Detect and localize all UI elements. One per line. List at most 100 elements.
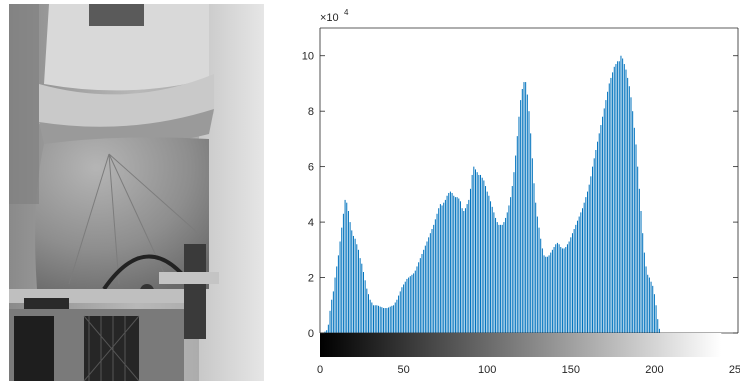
histogram-bar bbox=[342, 213, 344, 333]
histogram-bar bbox=[632, 111, 634, 333]
histogram-bar bbox=[419, 258, 421, 333]
histogram-bar bbox=[421, 253, 423, 333]
histogram-bar bbox=[615, 64, 617, 333]
histogram-bar bbox=[505, 217, 507, 333]
histogram-bar bbox=[551, 249, 553, 333]
histogram-bar bbox=[563, 248, 565, 333]
histogram-bar bbox=[409, 276, 411, 333]
histogram-bar bbox=[488, 195, 490, 333]
histogram-bar bbox=[456, 197, 458, 333]
histogram-bar bbox=[592, 166, 594, 333]
histogram-bar bbox=[511, 186, 513, 333]
grayscale-colorbar bbox=[320, 333, 722, 357]
histogram-bar bbox=[481, 177, 483, 333]
histogram-bar bbox=[367, 294, 369, 333]
histogram-bar bbox=[618, 61, 620, 333]
histogram-bar bbox=[443, 202, 445, 333]
histogram-bar bbox=[334, 277, 336, 333]
histogram-bar bbox=[383, 308, 385, 333]
y-tick-label: 6 bbox=[308, 162, 314, 174]
histogram-bar bbox=[593, 158, 595, 333]
histogram-bar bbox=[531, 158, 533, 333]
photo-icon bbox=[9, 4, 264, 381]
histogram-bar bbox=[500, 224, 502, 333]
histogram-bar bbox=[478, 174, 480, 333]
histogram-bar bbox=[506, 212, 508, 333]
histogram-bar bbox=[401, 287, 403, 333]
y-tick-label: 2 bbox=[308, 273, 314, 285]
histogram-bar bbox=[331, 299, 333, 333]
histogram-bar bbox=[406, 278, 408, 333]
histogram-bar bbox=[389, 306, 391, 333]
histogram-bar bbox=[471, 174, 473, 333]
histogram-bar bbox=[630, 97, 632, 334]
histogram-bar bbox=[575, 224, 577, 333]
histogram-bar bbox=[459, 201, 461, 333]
histogram-bar bbox=[329, 310, 331, 333]
histogram-bar bbox=[324, 331, 326, 333]
histogram-bar bbox=[429, 233, 431, 333]
histogram-bar bbox=[580, 212, 582, 333]
histogram-bar bbox=[525, 82, 527, 334]
histogram-bar bbox=[449, 191, 451, 333]
histogram-bar bbox=[585, 197, 587, 333]
histogram-bar bbox=[483, 180, 485, 333]
histogram-bar bbox=[538, 227, 540, 333]
histogram-bar bbox=[463, 211, 465, 333]
histogram-bar bbox=[361, 263, 363, 333]
histogram-bar bbox=[464, 208, 466, 333]
histogram-bar bbox=[438, 208, 440, 333]
histogram-bar bbox=[605, 100, 607, 333]
histogram-bar bbox=[642, 233, 644, 333]
histogram-bar bbox=[566, 244, 568, 333]
histogram-bar bbox=[553, 247, 555, 333]
histogram-bar bbox=[403, 284, 405, 333]
histogram-bar bbox=[374, 305, 376, 333]
histogram-bar bbox=[391, 305, 393, 333]
histogram-bar bbox=[510, 197, 512, 333]
histogram-bar bbox=[373, 305, 375, 333]
tick-labels: 0246810050100150200250 bbox=[302, 51, 740, 376]
histogram-bar bbox=[578, 216, 580, 333]
histogram-bar bbox=[520, 100, 522, 333]
histogram-bar bbox=[423, 249, 425, 333]
histogram-bar bbox=[371, 302, 373, 333]
histogram-bar bbox=[545, 256, 547, 333]
histogram-bar bbox=[536, 216, 538, 333]
histogram-bar bbox=[523, 82, 525, 334]
histogram-bar bbox=[595, 150, 597, 333]
histogram-bar bbox=[590, 176, 592, 333]
histogram-bar bbox=[625, 69, 627, 333]
histogram-bar bbox=[583, 202, 585, 333]
histogram-bar bbox=[349, 222, 351, 333]
histogram-bar bbox=[453, 195, 455, 333]
histogram-bar bbox=[582, 208, 584, 333]
histogram-bar bbox=[469, 188, 471, 333]
histogram-bars bbox=[324, 55, 660, 334]
histogram-bar bbox=[404, 281, 406, 333]
histogram-bar bbox=[516, 136, 518, 333]
histogram-bar bbox=[369, 299, 371, 333]
histogram-bar bbox=[436, 213, 438, 333]
histogram-bar bbox=[393, 305, 395, 333]
y-exponent-power: 4 bbox=[344, 8, 349, 17]
histogram-bar bbox=[439, 204, 441, 333]
histogram-bar bbox=[521, 89, 523, 333]
histogram-bar bbox=[339, 241, 341, 333]
histogram-bar bbox=[640, 211, 642, 333]
histogram-bar bbox=[359, 258, 361, 333]
histogram-bar bbox=[627, 77, 629, 333]
histogram-bar bbox=[356, 244, 358, 333]
histogram-bar bbox=[424, 245, 426, 333]
histogram-bar bbox=[526, 94, 528, 333]
histogram-bar bbox=[337, 255, 339, 333]
histogram-bar bbox=[498, 224, 500, 333]
histogram-bar bbox=[570, 237, 572, 333]
histogram-bar bbox=[416, 266, 418, 333]
histogram-bar bbox=[433, 224, 435, 333]
histogram-bar bbox=[571, 233, 573, 333]
histogram-bar bbox=[408, 277, 410, 333]
histogram-bar bbox=[528, 111, 530, 333]
histogram-bar bbox=[496, 222, 498, 333]
